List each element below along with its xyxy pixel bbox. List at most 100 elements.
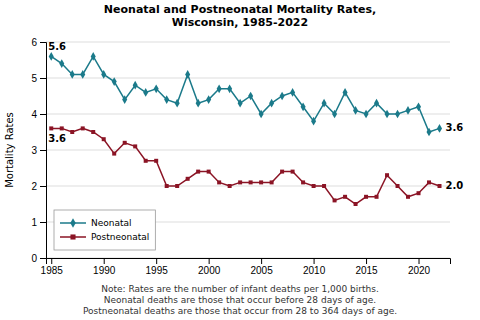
series-group: [49, 52, 442, 206]
point: [70, 130, 74, 134]
point: [144, 159, 148, 163]
point: [154, 84, 159, 93]
point: [333, 198, 337, 202]
x-axis: 19851990199520002005201020152020: [41, 258, 451, 276]
point: [375, 195, 379, 199]
point: [343, 195, 347, 199]
x-axis-tick-mark: [419, 258, 420, 264]
annotation: 5.6: [48, 41, 66, 52]
y-axis-tick-mark: [40, 186, 46, 187]
y-axis-line: [40, 43, 47, 259]
y-axis-tick: 0: [31, 253, 46, 264]
point: [343, 88, 348, 97]
y-grid: [46, 42, 450, 258]
y-axis-tick: 6: [31, 37, 46, 48]
title-line: Wisconsin, 1985-2022: [172, 16, 308, 29]
point: [364, 195, 368, 199]
chart: Neonatal and Postneonatal Mortality Rate…: [0, 0, 480, 320]
point: [70, 70, 75, 79]
point: [353, 106, 358, 115]
point: [374, 99, 379, 108]
x-axis-tick-label: 2005: [250, 265, 273, 276]
point: [438, 184, 442, 188]
legend-box: [54, 210, 155, 250]
y-axis-tick-label: 5: [31, 73, 37, 84]
point: [280, 92, 285, 101]
point: [49, 52, 54, 61]
x-axis-tick-mark: [366, 258, 367, 264]
point: [112, 152, 116, 156]
grid-line: [46, 186, 450, 187]
point: [416, 102, 421, 111]
legend-item: Neonatal: [60, 218, 132, 228]
x-axis-tick: 2020: [408, 258, 431, 276]
series-markers: [49, 52, 442, 136]
point: [207, 170, 211, 174]
point: [259, 110, 264, 119]
legend-label: Postneonatal: [91, 232, 149, 242]
y-axis-tick: 1: [31, 217, 46, 228]
point: [395, 110, 400, 119]
plot: 1985199019952000200520102015202001234565…: [31, 37, 463, 276]
legend-marker: [70, 234, 75, 239]
point: [301, 102, 306, 111]
point: [301, 180, 305, 184]
x-axis-tick-label: 1990: [93, 265, 116, 276]
point: [196, 170, 200, 174]
y-axis-tick-mark: [40, 150, 46, 151]
grid-line: [46, 78, 450, 79]
y-axis-tick-label: 3: [31, 145, 37, 156]
grid-line: [46, 150, 450, 151]
point: [143, 88, 148, 97]
point: [249, 180, 253, 184]
y-axis-tick: 5: [31, 73, 46, 84]
title: Neonatal and Postneonatal Mortality Rate…: [104, 3, 376, 29]
note-line: Neonatal deaths are those that occur bef…: [104, 295, 376, 305]
point: [102, 137, 106, 141]
x-axis-tick: 2005: [250, 258, 273, 276]
point: [406, 195, 410, 199]
annotations: 5.6 3.6 3.6 2.0: [48, 41, 463, 191]
point: [112, 77, 117, 86]
point: [206, 95, 211, 104]
point: [217, 180, 221, 184]
x-axis-tick-mark: [209, 258, 210, 264]
point: [290, 88, 295, 97]
x-axis-tick-mark: [261, 258, 262, 264]
point: [238, 99, 243, 108]
point: [227, 84, 232, 93]
point: [228, 184, 232, 188]
point: [332, 110, 337, 119]
y-axis-tick-label: 2: [31, 181, 37, 192]
y-axis-tick-label: 4: [31, 109, 37, 120]
point: [322, 184, 326, 188]
y-axis-tick-mark: [40, 42, 46, 43]
grid-line: [46, 42, 450, 43]
point: [175, 184, 179, 188]
y-axis-tick: 4: [31, 109, 46, 120]
point: [123, 141, 127, 145]
y-axis-tick-label: 6: [31, 37, 37, 48]
note-line: Note: Rates are the number of infant dea…: [101, 284, 379, 294]
point: [133, 81, 138, 90]
annotation: 2.0: [446, 180, 464, 191]
annotation: 3.6: [48, 133, 66, 144]
series-line: [51, 56, 439, 132]
legend-label: Neonatal: [91, 218, 132, 228]
x-axis-tick: 1995: [146, 258, 169, 276]
legend: Neonatal Postneonatal: [54, 210, 155, 250]
title-line: Neonatal and Postneonatal Mortality Rate…: [104, 3, 376, 16]
point: [154, 159, 158, 163]
annotation: 3.6: [446, 122, 464, 133]
point: [49, 126, 53, 130]
x-axis-tick-mark: [51, 258, 52, 264]
x-axis-tick: 2010: [303, 258, 326, 276]
point: [385, 110, 390, 119]
y-axis-tick-label: 0: [31, 253, 37, 264]
point: [185, 70, 190, 79]
y-axis-tick-mark: [40, 78, 46, 79]
x-axis-tick: 2000: [198, 258, 221, 276]
point: [270, 180, 274, 184]
point: [280, 170, 284, 174]
legend-marker: [70, 218, 75, 227]
